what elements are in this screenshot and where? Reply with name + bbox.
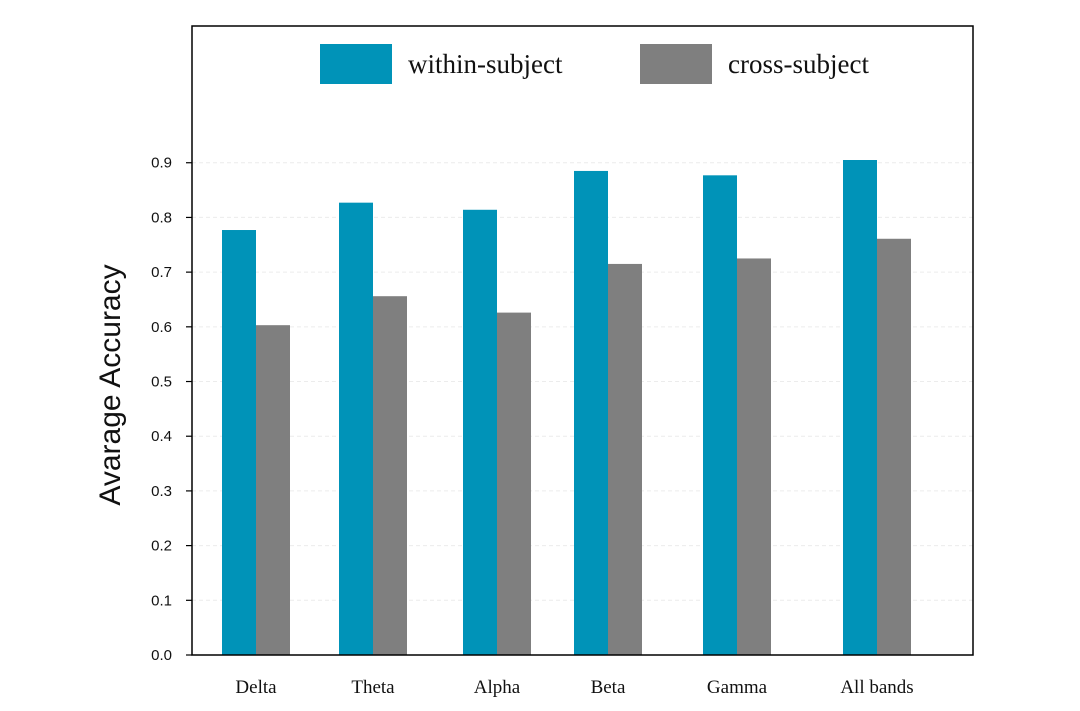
legend-swatch: [320, 44, 392, 84]
bar-cross-subject: [877, 238, 911, 655]
x-category-label: Gamma: [707, 677, 768, 698]
legend-label: cross-subject: [728, 49, 869, 79]
y-tick-label: 0.5: [151, 374, 172, 391]
y-tick-label: 0.2: [151, 538, 172, 555]
legend: within-subject cross-subject: [320, 44, 869, 84]
bar-within-subject: [463, 209, 497, 655]
plot-frame: [191, 25, 974, 656]
bar-within-subject: [222, 230, 256, 656]
x-category-label: Theta: [351, 677, 395, 698]
bar-cross-subject: [737, 258, 771, 655]
x-axis-categories: Delta Theta Alpha Beta Gamma All bands: [235, 677, 913, 698]
bar-cross-subject: [497, 312, 531, 655]
bar-within-subject: [574, 170, 608, 655]
y-tick-label: 0.6: [151, 319, 172, 336]
bar-within-subject: [339, 202, 373, 655]
bar-cross-subject: [256, 325, 290, 655]
bar-cross-subject: [373, 296, 407, 655]
y-tick-label: 0.8: [151, 209, 172, 226]
y-tick-label: 0.0: [151, 647, 172, 664]
x-category-label: Beta: [591, 677, 626, 698]
y-tick-label: 0.4: [151, 428, 172, 445]
bars: [222, 160, 911, 656]
bar-within-subject: [703, 175, 737, 655]
bar-within-subject: [843, 160, 877, 656]
legend-swatch: [640, 44, 712, 84]
bar-cross-subject: [608, 263, 642, 655]
y-axis-ticks: 0.0 0.1 0.2 0.3 0.4 0.5 0.6 0.7 0.8 0.9: [151, 155, 192, 664]
x-category-label: All bands: [840, 677, 913, 698]
y-tick-label: 0.3: [151, 483, 172, 500]
legend-label: within-subject: [408, 49, 563, 79]
y-tick-label: 0.7: [151, 264, 172, 281]
y-tick-label: 0.9: [151, 155, 172, 172]
y-axis-label: Avarage Accuracy: [94, 264, 127, 505]
y-tick-label: 0.1: [151, 592, 172, 609]
x-category-label: Delta: [235, 677, 277, 698]
x-category-label: Alpha: [474, 677, 521, 698]
